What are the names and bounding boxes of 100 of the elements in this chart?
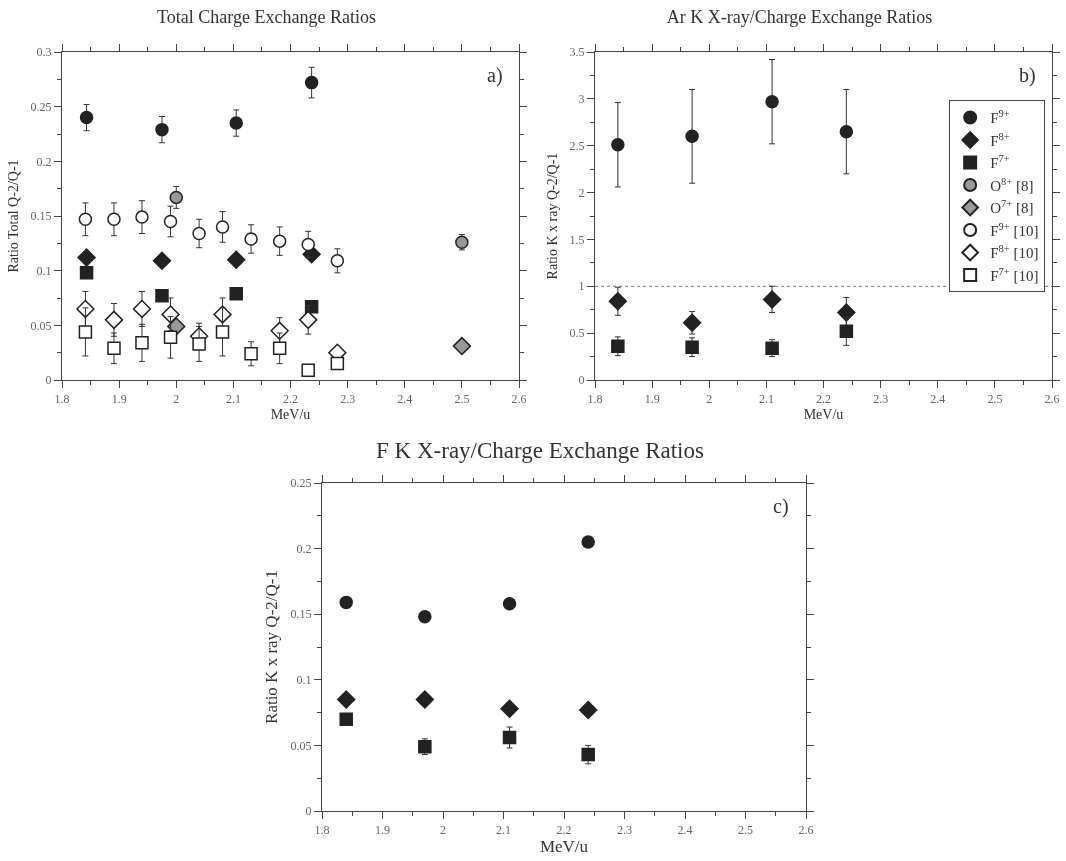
point bbox=[301, 363, 315, 377]
point bbox=[304, 75, 319, 90]
legend-label: F$^{7+}$ bbox=[990, 153, 1010, 172]
point bbox=[418, 610, 432, 624]
annotation: b) bbox=[1019, 64, 1036, 87]
point bbox=[581, 535, 595, 549]
x-tick-label: 1.9 bbox=[111, 391, 127, 406]
point bbox=[152, 251, 172, 271]
point bbox=[762, 290, 782, 309]
point bbox=[215, 325, 230, 339]
x-tick-label: 2.5 bbox=[738, 822, 753, 837]
point bbox=[107, 212, 121, 227]
x-tick-label: 1.8 bbox=[54, 391, 70, 406]
point bbox=[339, 595, 353, 610]
point bbox=[301, 237, 315, 252]
point bbox=[502, 596, 517, 611]
point bbox=[163, 214, 178, 229]
legend-label: F$^{9+}$ [10] bbox=[990, 220, 1039, 239]
point bbox=[132, 299, 152, 319]
point bbox=[337, 690, 356, 709]
point bbox=[78, 325, 93, 339]
point bbox=[135, 336, 149, 350]
y-tick-label: 0.15 bbox=[30, 209, 52, 224]
x-tick-label: 2 bbox=[706, 391, 713, 406]
y-tick-label: 1.5 bbox=[569, 232, 585, 247]
x-tick-label: 1.9 bbox=[644, 391, 660, 406]
point bbox=[107, 341, 121, 356]
point bbox=[685, 129, 699, 144]
x-tick-label: 2.4 bbox=[930, 391, 946, 406]
x-tick-label: 2.5 bbox=[987, 391, 1003, 406]
x-tick-label: 1.9 bbox=[375, 822, 390, 837]
point bbox=[161, 305, 180, 324]
point bbox=[77, 248, 96, 267]
point bbox=[244, 347, 258, 361]
legend-label: O$^{8+}$ [8] bbox=[990, 175, 1034, 194]
y-tick-label: 0.2 bbox=[36, 154, 52, 169]
point bbox=[839, 124, 854, 139]
y-tick-label: 0 bbox=[305, 804, 312, 819]
x-tick-label: 1.8 bbox=[314, 822, 330, 837]
point bbox=[685, 340, 699, 354]
x-tick-label: 2.3 bbox=[340, 391, 356, 406]
x-tick-label: 2.2 bbox=[556, 822, 572, 837]
y-tick-label: 0 bbox=[578, 373, 585, 388]
x-tick-label: 2.4 bbox=[397, 391, 413, 406]
y-tick-label: 1 bbox=[578, 279, 585, 294]
point bbox=[79, 110, 94, 125]
x-axis-title: MeV/u bbox=[803, 406, 844, 422]
point bbox=[330, 356, 345, 371]
x-tick-label: 2 bbox=[440, 822, 446, 837]
annotation: c) bbox=[773, 495, 789, 518]
y-tick-label: 0.25 bbox=[30, 99, 52, 114]
x-tick-label: 2.1 bbox=[496, 822, 511, 837]
point bbox=[155, 122, 169, 137]
y-tick-label: 0.1 bbox=[296, 673, 312, 687]
y-tick-label: 0.2 bbox=[296, 541, 312, 556]
y-axis-title: Ratio K x ray Q-2/Q-1 bbox=[262, 570, 282, 724]
point bbox=[192, 337, 206, 351]
y-tick-label: 3 bbox=[578, 92, 585, 107]
x-axis-title: MeV/u bbox=[539, 836, 589, 856]
point bbox=[415, 690, 435, 709]
x-tick-label: 2.4 bbox=[677, 822, 693, 837]
point bbox=[169, 190, 183, 205]
legend-label: F$^{8+}$ [10] bbox=[990, 243, 1039, 262]
y-tick-label: 0 bbox=[45, 373, 52, 388]
y-tick-label: 0.05 bbox=[30, 318, 52, 333]
legend-label: F$^{9+}$ bbox=[990, 108, 1010, 127]
annotation: a) bbox=[487, 64, 503, 87]
point bbox=[229, 286, 243, 301]
point bbox=[608, 292, 628, 311]
point bbox=[79, 266, 94, 280]
x-tick-label: 2.2 bbox=[283, 391, 298, 406]
point bbox=[500, 699, 519, 718]
y-tick-label: 0.5 bbox=[569, 326, 585, 341]
y-tick-label: 0.25 bbox=[290, 476, 312, 491]
point bbox=[611, 138, 625, 152]
x-tick-label: 2.6 bbox=[798, 822, 814, 837]
point bbox=[837, 303, 856, 322]
chart-title: F K X-ray/Charge Exchange Ratios bbox=[376, 437, 704, 463]
x-tick-label: 2 bbox=[173, 391, 180, 406]
point bbox=[192, 226, 206, 241]
point bbox=[155, 289, 169, 303]
x-tick-label: 2.2 bbox=[816, 391, 831, 406]
y-tick-label: 2.5 bbox=[569, 138, 585, 153]
x-axis-title: MeV/u bbox=[270, 406, 311, 422]
x-tick-label: 2.3 bbox=[873, 391, 889, 406]
chart-title: Ar K X-ray/Charge Exchange Ratios bbox=[666, 7, 933, 28]
point bbox=[215, 220, 230, 234]
y-tick-label: 0.05 bbox=[290, 738, 312, 753]
point bbox=[299, 310, 318, 330]
y-tick-label: 0.15 bbox=[290, 607, 312, 622]
x-tick-label: 2.3 bbox=[617, 822, 632, 837]
legend-label: F$^{7+}$ [10] bbox=[990, 265, 1039, 284]
point bbox=[765, 94, 779, 109]
legend-label: O$^{7+}$ [8] bbox=[990, 198, 1034, 217]
y-tick-label: 3.5 bbox=[569, 45, 585, 60]
point bbox=[78, 212, 93, 227]
point bbox=[272, 341, 287, 356]
point bbox=[135, 210, 149, 224]
point bbox=[839, 324, 854, 339]
x-tick-label: 1.8 bbox=[587, 391, 603, 406]
